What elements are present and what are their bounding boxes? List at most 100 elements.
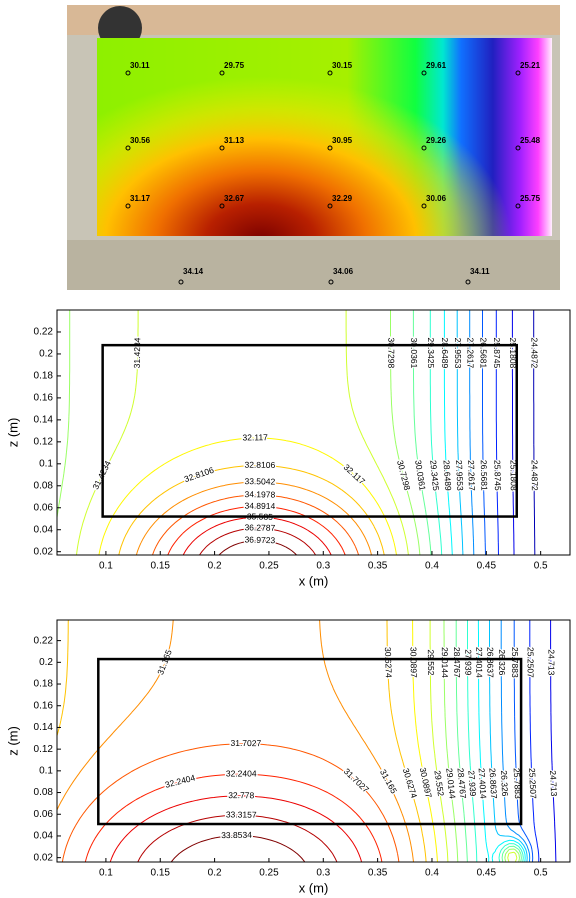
photo-panel — [67, 5, 560, 290]
x-tick-label: 0.15 — [151, 561, 171, 572]
y-tick-label: 0.06 — [34, 809, 54, 820]
y-tick-label: 0.16 — [34, 393, 54, 404]
sensor-label: 30.06 — [426, 194, 447, 203]
sensor-label: 31.17 — [130, 194, 151, 203]
contour-label: 27.939 — [463, 649, 473, 675]
sensor-label: 32.29 — [332, 194, 353, 203]
x-tick-label: 0.35 — [368, 561, 388, 572]
x-tick-label: 0.45 — [477, 561, 497, 572]
contour-label: 32.778 — [228, 790, 254, 800]
contour-label: 24.4872 — [529, 338, 539, 369]
x-tick-label: 0.3 — [316, 868, 330, 879]
y-tick-label: 0.18 — [34, 371, 54, 382]
x-tick-label: 0.1 — [99, 868, 113, 879]
sensor-label: 25.75 — [520, 194, 541, 203]
contour-label: 36.2787 — [244, 522, 275, 533]
sensor-label: 31.13 — [224, 136, 245, 145]
contour-label: 24.713 — [548, 770, 559, 797]
y-tick-label: 0.18 — [34, 679, 54, 690]
y-tick-label: 0.14 — [34, 722, 54, 733]
contour-label: 29.0144 — [440, 647, 450, 678]
sensor-label: 32.67 — [224, 194, 245, 203]
y-axis-label: z (m) — [5, 726, 20, 756]
sensor-label: 30.56 — [130, 136, 151, 145]
y-tick-label: 0.2 — [39, 349, 53, 360]
y-tick-label: 0.12 — [34, 436, 54, 447]
sensor-label: 34.06 — [333, 267, 354, 276]
y-tick-label: 0.14 — [34, 415, 54, 426]
contour-label: 30.0897 — [408, 647, 418, 678]
contour-plot: 24.487224.487225.180825.180825.874525.87… — [5, 310, 570, 588]
sensor-label: 25.21 — [520, 61, 541, 70]
y-tick-label: 0.1 — [39, 765, 53, 776]
y-tick-label: 0.06 — [34, 502, 54, 513]
contour-label: 34.1978 — [244, 489, 275, 499]
sensor-label: 25.48 — [520, 136, 541, 145]
sensor-label: 29.26 — [426, 136, 447, 145]
x-tick-label: 0.2 — [208, 561, 222, 572]
sensor-label: 34.11 — [470, 267, 490, 276]
contour-label: 30.0361 — [409, 338, 419, 369]
y-tick-label: 0.08 — [34, 480, 54, 491]
contour-label: 25.8745 — [492, 460, 503, 491]
y-tick-label: 0.04 — [34, 831, 54, 842]
contour-label: 27.9553 — [453, 338, 463, 369]
x-tick-label: 0.5 — [534, 868, 548, 879]
x-tick-label: 0.35 — [368, 868, 388, 879]
contour-label: 30.7298 — [386, 337, 396, 368]
contour-label: 29.552 — [426, 649, 436, 675]
x-tick-label: 0.2 — [208, 868, 222, 879]
contour-label: 26.8637 — [485, 647, 495, 678]
y-tick-label: 0.1 — [39, 458, 53, 469]
x-tick-label: 0.1 — [99, 561, 113, 572]
contour-label: 27.9553 — [454, 460, 465, 491]
contour-label: 27.2617 — [465, 338, 475, 369]
contour-label: 34.8914 — [244, 501, 275, 511]
sensor-label: 30.95 — [332, 136, 353, 145]
contour-label: 27.2617 — [466, 460, 477, 491]
y-tick-label: 0.22 — [34, 327, 54, 338]
contour-label: 26.5681 — [478, 337, 488, 368]
y-axis-label: z (m) — [5, 418, 20, 448]
sensor-label: 29.61 — [426, 61, 447, 70]
y-tick-label: 0.22 — [34, 635, 54, 646]
figure: 30.1129.7530.1529.6125.2130.5631.1330.95… — [0, 0, 576, 898]
x-tick-label: 0.5 — [534, 561, 548, 572]
contour-label: 31.7027 — [230, 738, 261, 748]
y-tick-label: 0.2 — [39, 657, 53, 668]
y-tick-label: 0.16 — [34, 700, 54, 711]
contour-label: 29.3425 — [426, 337, 436, 368]
contour-label: 30.6274 — [383, 647, 394, 678]
sensor-label: 30.15 — [332, 61, 353, 70]
sensor-label: 34.14 — [183, 267, 204, 276]
x-axis-label: x (m) — [299, 880, 329, 895]
y-tick-label: 0.08 — [34, 787, 54, 798]
contour-label: 28.4767 — [452, 647, 462, 678]
contour-label: 25.7883 — [510, 647, 520, 678]
x-tick-label: 0.4 — [425, 561, 439, 572]
photo-bottom — [67, 240, 560, 290]
x-tick-label: 0.15 — [151, 868, 171, 879]
contour-label: 26.326 — [497, 649, 507, 675]
y-tick-label: 0.12 — [34, 744, 54, 755]
x-tick-label: 0.3 — [316, 561, 330, 572]
sensor-label: 29.75 — [224, 61, 245, 70]
contour-label: 33.3157 — [226, 809, 257, 819]
contour-label: 33.8534 — [221, 830, 252, 840]
contour-label: 31.4234 — [132, 337, 143, 368]
contour-label: 26.326 — [499, 770, 510, 797]
heatmap-hot — [97, 38, 552, 236]
contour-label: 36.9723 — [244, 534, 275, 545]
y-tick-label: 0.02 — [34, 852, 54, 863]
x-tick-label: 0.4 — [425, 868, 439, 879]
contour-label: 32.117 — [242, 432, 268, 442]
y-tick-label: 0.02 — [34, 546, 54, 557]
contour-label: 25.2507 — [526, 647, 536, 678]
contour-label: 26.5681 — [479, 460, 490, 491]
contour-label: 24.4872 — [530, 460, 540, 491]
y-tick-label: 0.04 — [34, 524, 54, 535]
contour-label: 27.4014 — [474, 647, 484, 678]
contour-label: 32.8106 — [244, 460, 275, 470]
contour-label: 25.2507 — [527, 768, 538, 799]
x-tick-label: 0.45 — [477, 868, 497, 879]
